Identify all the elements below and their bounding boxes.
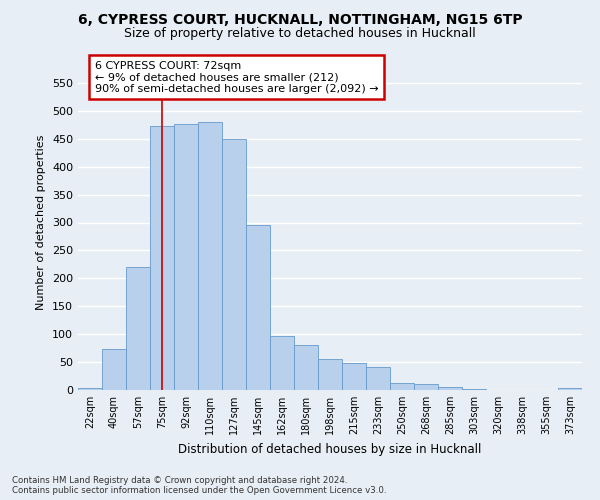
Bar xyxy=(438,387,462,390)
Bar xyxy=(174,124,198,390)
Bar xyxy=(126,267,150,390)
Bar xyxy=(150,126,174,390)
Text: Size of property relative to detached houses in Hucknall: Size of property relative to detached ho… xyxy=(124,28,476,40)
Text: 6 CYPRESS COURT: 72sqm
← 9% of detached houses are smaller (212)
90% of semi-det: 6 CYPRESS COURT: 72sqm ← 9% of detached … xyxy=(95,60,379,94)
Bar xyxy=(558,388,582,390)
Y-axis label: Number of detached properties: Number of detached properties xyxy=(37,135,46,310)
Bar xyxy=(390,384,414,390)
Bar xyxy=(342,363,366,390)
Bar xyxy=(198,122,222,390)
Bar xyxy=(102,349,126,390)
Bar xyxy=(246,226,270,390)
Bar xyxy=(294,345,318,390)
Text: 6, CYPRESS COURT, HUCKNALL, NOTTINGHAM, NG15 6TP: 6, CYPRESS COURT, HUCKNALL, NOTTINGHAM, … xyxy=(77,12,523,26)
Bar xyxy=(270,336,294,390)
Bar xyxy=(366,367,390,390)
X-axis label: Distribution of detached houses by size in Hucknall: Distribution of detached houses by size … xyxy=(178,442,482,456)
Bar xyxy=(414,384,438,390)
Bar xyxy=(318,360,342,390)
Bar xyxy=(222,138,246,390)
Bar xyxy=(78,388,102,390)
Text: Contains HM Land Registry data © Crown copyright and database right 2024.
Contai: Contains HM Land Registry data © Crown c… xyxy=(12,476,386,495)
